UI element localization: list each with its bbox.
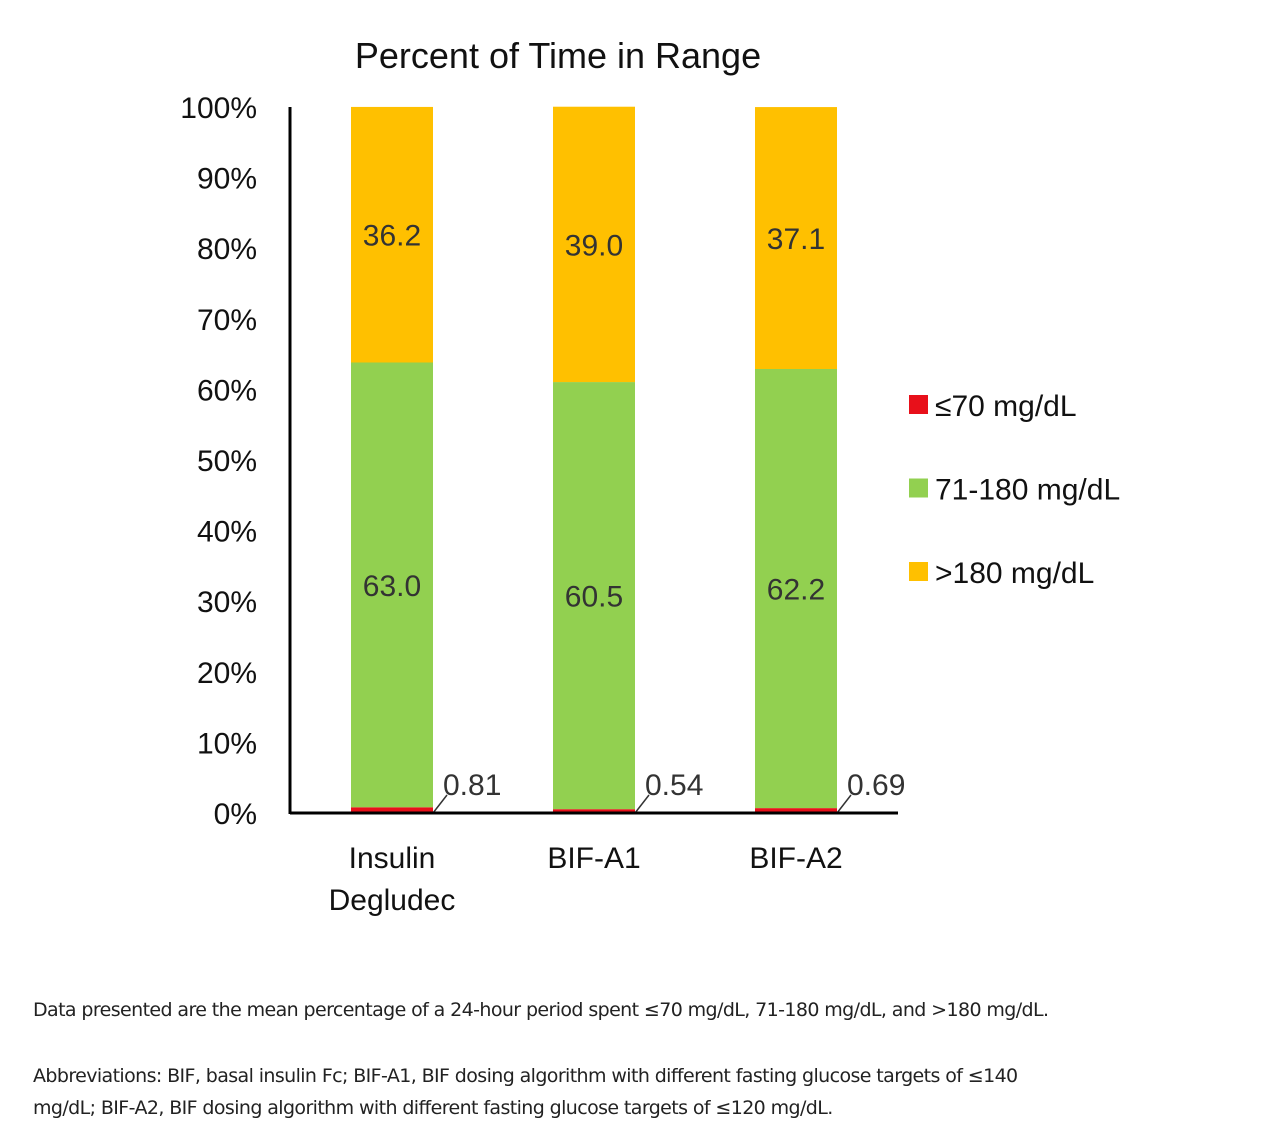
x-tick-label: Insulin: [349, 842, 436, 875]
data-label: 60.5: [565, 581, 623, 614]
footnote-abbreviations-2: mg/dL; BIF-A2, BIF dosing algorithm with…: [33, 1097, 833, 1119]
bar-segment: [351, 362, 433, 808]
bar-segment: [755, 107, 837, 369]
legend-label: >180 mg/dL: [935, 557, 1094, 590]
bar-segment: [351, 106, 433, 363]
y-tick-label: 60%: [197, 374, 257, 407]
data-label: 0.69: [847, 769, 905, 802]
legend-swatch: [909, 478, 928, 498]
data-label-leader: [836, 794, 852, 814]
legend-label: ≤70 mg/dL: [935, 390, 1077, 423]
data-label-leader: [432, 794, 448, 814]
y-tick-label: 70%: [197, 304, 257, 337]
y-tick-label: 50%: [197, 445, 257, 478]
data-label: 63.0: [363, 570, 421, 603]
data-label: 37.1: [767, 223, 825, 256]
y-tick-label: 10%: [197, 727, 257, 760]
y-tick-label: 80%: [197, 233, 257, 266]
data-label: 0.81: [443, 769, 501, 802]
y-tick-label: 90%: [197, 163, 257, 196]
chart-title: Percent of Time in Range: [355, 35, 761, 76]
bar-segment: [755, 808, 837, 813]
data-label: 39.0: [565, 229, 623, 262]
bar-segment: [755, 368, 837, 809]
footnote-abbreviations-1: Abbreviations: BIF, basal insulin Fc; BI…: [33, 1065, 1018, 1087]
data-label: 0.54: [645, 769, 703, 802]
x-tick-label: BIF-A2: [749, 842, 842, 875]
y-tick-label: 30%: [197, 586, 257, 619]
x-tick-label: Degludec: [329, 884, 456, 917]
legend-swatch: [909, 395, 928, 414]
data-label: 62.2: [767, 574, 825, 607]
data-label: 36.2: [363, 220, 421, 253]
stacked-bar-chart: Percent of Time in Range 0% 10% 20% 30% 40% 50…: [180, 35, 1120, 917]
y-tick-label: 40%: [197, 516, 257, 549]
legend-swatch: [909, 562, 928, 581]
bar-segment: [553, 106, 635, 383]
legend-label: 71-180 mg/dL: [935, 474, 1120, 507]
y-tick-label: 0%: [214, 798, 257, 831]
x-tick-label: BIF-A1: [547, 842, 640, 875]
y-tick-label: 20%: [197, 657, 257, 690]
bar-segment: [553, 809, 635, 813]
footnote-data: Data presented are the mean percentage o…: [33, 999, 1049, 1021]
y-tick-label: 100%: [180, 92, 257, 125]
bar-segment: [553, 382, 635, 810]
data-label-leader: [634, 794, 650, 814]
bar-segment: [351, 807, 433, 813]
